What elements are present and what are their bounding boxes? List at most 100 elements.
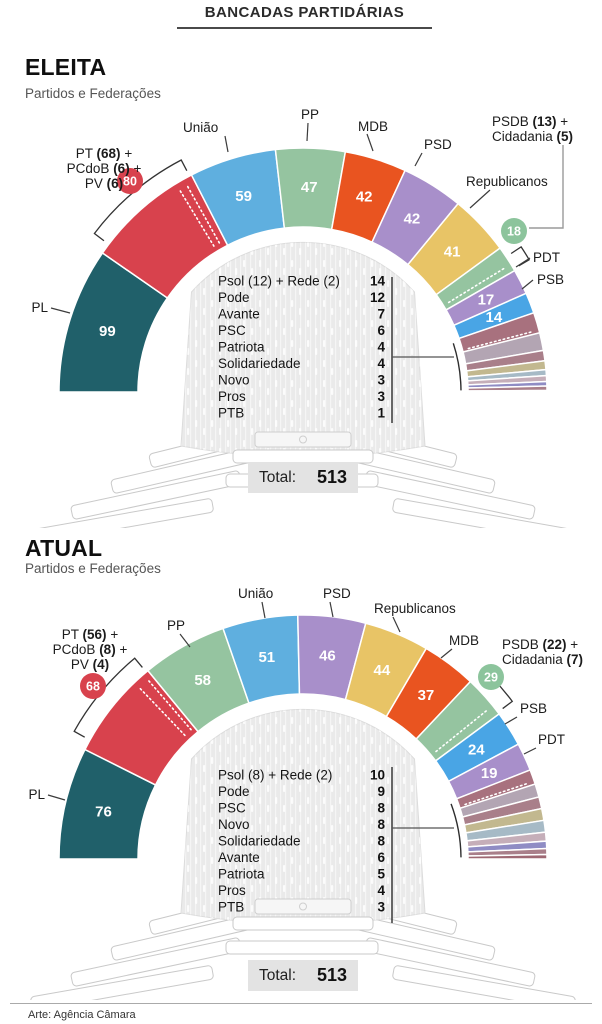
seat-segments (58, 147, 548, 393)
list-party: Novo (218, 817, 250, 832)
federation-label-PSDB: PSDB (22) + (502, 637, 578, 652)
value-PSD: 46 (319, 647, 336, 664)
list-seats: 10 (370, 768, 385, 783)
value-PDT: 17 (478, 291, 495, 308)
list-seats: 8 (377, 834, 385, 849)
value-PL: 99 (99, 323, 116, 340)
federation-label-PT: PV (4) (71, 657, 109, 672)
badge-circle-PT (117, 168, 143, 194)
leader-line-Republicanos (469, 189, 491, 209)
leader-line-PL (50, 307, 71, 314)
list-seats: 8 (377, 801, 385, 816)
section-subheading-atual: Partidos e Federações (25, 561, 161, 576)
section-heading-eleita: ELEITA (25, 54, 107, 80)
list-seats: 3 (377, 389, 385, 404)
badge-value-PT: 68 (86, 680, 100, 694)
badge-circle-PSDB (501, 218, 527, 244)
leader-line-Republicanos (392, 616, 401, 633)
label-MDB: MDB (358, 119, 388, 134)
list-party: PTB (218, 406, 244, 421)
label-Republicanos: Republicanos (374, 601, 456, 616)
plenary-benches-decoration (30, 708, 576, 1000)
value-União: 51 (258, 649, 275, 666)
sub-party-divider (185, 183, 221, 244)
leader-line-PDT (515, 257, 531, 268)
footer-credit: Arte: Agência Câmara (28, 1009, 136, 1021)
footer-divider (10, 1003, 592, 1004)
label-União: União (238, 586, 273, 601)
list-party: Psol (12) + Rede (2) (218, 274, 340, 289)
label-PSD: PSD (323, 586, 351, 601)
page-title: BANCADAS PARTIDÁRIAS (177, 4, 432, 29)
value-PDT: 19 (481, 765, 498, 782)
leader-line-União (224, 135, 229, 153)
list-party: Patriota (218, 867, 265, 882)
badge-value-PSDB: 18 (507, 225, 521, 239)
value-MDB: 37 (418, 687, 435, 704)
bench-row (30, 965, 214, 1000)
section-atual: ATUAL Partidos e Federações 76 58 51 46 44 37… (0, 533, 602, 1000)
leader-line-PP (306, 122, 309, 142)
label-PP: PP (167, 618, 185, 633)
leader-line-PP (179, 633, 191, 648)
list-seats: 8 (377, 817, 385, 832)
small-parties-bracket (452, 343, 462, 391)
section-eleita: ELEITA Partidos e Federações 99 59 47 42 42 4… (0, 36, 602, 533)
sub-party-divider (178, 188, 215, 247)
bench-row (392, 965, 576, 1000)
list-party: Solidariedade (218, 356, 301, 371)
list-seats: 6 (377, 850, 385, 865)
list-party: Solidariedade (218, 834, 301, 849)
leader-line-MDB (440, 648, 453, 659)
value-União: 59 (235, 188, 252, 205)
dais-decoration (254, 898, 352, 915)
list-seats: 5 (377, 867, 385, 882)
federation-label-PT: PT (56) + (62, 627, 119, 642)
dais-circle-decoration (299, 435, 307, 444)
plenary-benches-decoration (30, 241, 576, 528)
list-party: Pros (218, 883, 246, 898)
value-PP: 58 (194, 672, 211, 689)
floor-seats-decoration (181, 242, 425, 457)
bench-row (392, 498, 576, 528)
floor-seats-decoration (181, 709, 425, 924)
sub-party-divider (447, 266, 507, 304)
badge-circle-PSDB (478, 664, 504, 690)
sub-party-divider (467, 330, 534, 350)
bench-row (30, 498, 214, 528)
value-PSB: 14 (486, 309, 503, 326)
list-party: Avante (218, 307, 260, 322)
leader-line-PSD (329, 601, 334, 618)
federation-label-PSDB: Cidadania (7) (502, 652, 583, 667)
list-seats: 4 (377, 356, 385, 371)
leader-line-União (261, 601, 266, 619)
leader-line-PSB (504, 716, 518, 725)
list-party: Pros (218, 389, 246, 404)
label-PDT: PDT (533, 250, 560, 265)
list-seats: 9 (377, 784, 385, 799)
label-PP: PP (301, 107, 319, 122)
sub-party-divider (146, 678, 192, 731)
federation-connector-PSDB (529, 145, 564, 229)
leader-line-PSD (414, 152, 423, 167)
list-party: PSC (218, 801, 246, 816)
leader-line-MDB (366, 133, 374, 152)
segment-PTB (467, 389, 548, 393)
value-MDB: 42 (356, 188, 373, 205)
federation-label-PT: PV (6) (85, 176, 123, 191)
sub-party-divider (464, 782, 530, 806)
total-label: Total: (259, 468, 297, 486)
label-PDT: PDT (538, 732, 565, 747)
total-value: 513 (316, 965, 347, 985)
federation-label-PT: PT (68) + (76, 146, 133, 161)
dais-decoration (254, 431, 352, 448)
federation-bracket-PSDB (510, 245, 531, 267)
federation-label-PSDB: Cidadania (5) (492, 129, 573, 144)
label-Republicanos: Republicanos (466, 174, 548, 189)
list-seats: 4 (377, 340, 385, 355)
dais-circle-decoration (299, 902, 307, 911)
list-seats: 3 (377, 900, 385, 915)
